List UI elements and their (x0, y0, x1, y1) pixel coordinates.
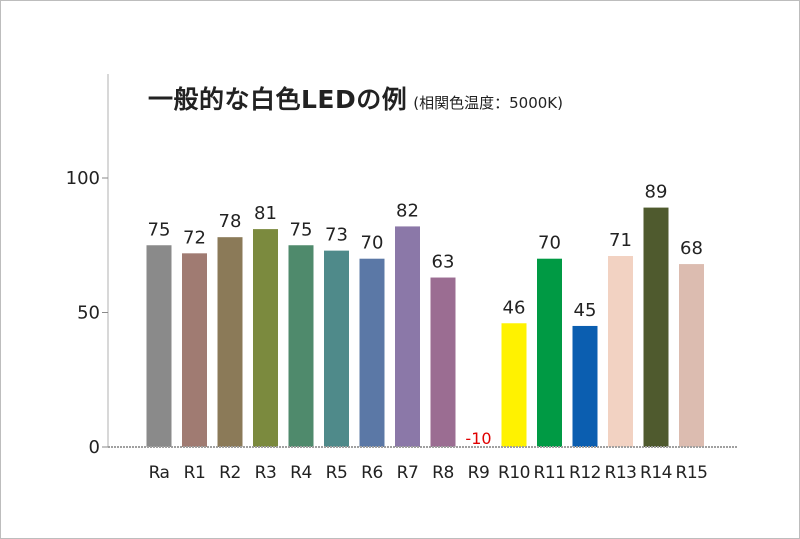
bar (395, 226, 420, 447)
bar (572, 325, 598, 447)
data-label: 82 (396, 200, 419, 221)
x-tick-label: R11 (534, 463, 566, 483)
x-tick-label: R7 (397, 463, 419, 483)
x-tick-label: R14 (640, 463, 672, 483)
x-tick-label: R6 (361, 463, 383, 483)
bar (217, 237, 243, 447)
data-label: 46 (503, 297, 526, 318)
x-tick-label: R15 (676, 463, 708, 483)
y-tick-label: 0 (89, 437, 100, 458)
bar (324, 250, 349, 447)
x-tick-label: R9 (468, 463, 490, 483)
data-label: 75 (148, 219, 171, 240)
x-tick-label: Ra (149, 463, 170, 483)
bar (182, 253, 207, 447)
data-label: 63 (432, 252, 455, 273)
x-tick-label: R3 (255, 463, 277, 483)
y-tick-label: 100 (66, 168, 100, 189)
data-label: 78 (219, 211, 242, 232)
data-label: 68 (680, 238, 703, 259)
chart-title-block: 一般的な白色LEDの例 (相関色温度：5000K) (148, 80, 563, 116)
chart-subtitle: (相関色温度：5000K) (413, 94, 563, 112)
chart-title: 一般的な白色LEDの例 (148, 85, 408, 114)
data-label: 72 (183, 227, 206, 248)
x-tick-label: R4 (290, 463, 312, 483)
data-label: 73 (325, 225, 348, 246)
x-tick-label: R8 (432, 463, 454, 483)
x-tick-label: R10 (498, 463, 530, 483)
bar (608, 256, 633, 447)
data-label: 81 (254, 203, 277, 224)
data-label: 45 (574, 300, 597, 321)
bar (430, 277, 456, 447)
x-tick-label: R2 (219, 463, 241, 483)
data-label: 75 (290, 219, 313, 240)
x-tick-label: R12 (569, 463, 601, 483)
y-tick-label: 50 (77, 303, 100, 324)
x-tick-label: R5 (326, 463, 348, 483)
bar (253, 229, 278, 447)
bar (537, 258, 562, 447)
bar (288, 245, 314, 447)
data-label: 71 (609, 230, 632, 251)
data-label: 70 (361, 233, 384, 254)
bar (501, 323, 527, 447)
bar (359, 258, 385, 447)
x-tick-label: R13 (605, 463, 637, 483)
x-tick-label: R1 (184, 463, 206, 483)
bar (643, 207, 669, 447)
bar (146, 245, 172, 447)
bar (679, 264, 704, 447)
data-label: -10 (465, 429, 491, 448)
data-label: 70 (538, 233, 561, 254)
data-label: 89 (645, 182, 668, 203)
